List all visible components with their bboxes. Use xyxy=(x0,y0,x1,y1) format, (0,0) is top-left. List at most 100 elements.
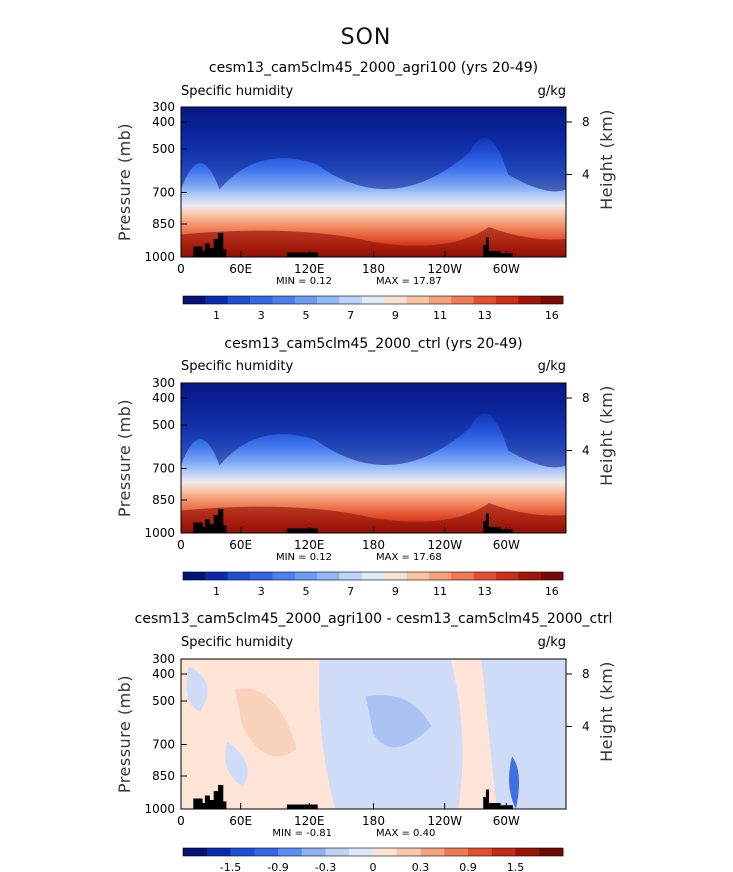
colorbar-tick-label: 9 xyxy=(392,309,399,322)
x-tick-label: 120E xyxy=(294,814,325,828)
y-tick-label: 700 xyxy=(152,738,175,752)
terrain-mask xyxy=(193,233,227,257)
x-tick-label: 60E xyxy=(229,538,252,552)
colorbar-bin xyxy=(205,296,229,304)
dry-upper-layer xyxy=(181,383,566,468)
x-tick-label: 180 xyxy=(362,262,385,276)
colorbar-bin xyxy=(428,572,452,580)
colorbar-bin xyxy=(444,848,469,856)
y-right-tick-label: 8 xyxy=(582,391,590,405)
panel-title: cesm13_cam5clm45_2000_agri100 - cesm13_c… xyxy=(135,611,613,627)
dry-upper-layer xyxy=(181,107,566,192)
colorbar-bin xyxy=(183,296,206,304)
colorbar-bin xyxy=(250,572,273,580)
colorbar-bin xyxy=(183,848,208,856)
colorbar-tick-label: 16 xyxy=(545,309,559,322)
colorbar-bin xyxy=(227,572,251,580)
colorbar-bin xyxy=(361,296,385,304)
y-right-tick-label: 8 xyxy=(582,667,590,681)
colorbar-bin xyxy=(317,296,340,304)
colorbar-bin xyxy=(396,848,421,856)
colorbar-tick-label: 5 xyxy=(302,585,309,598)
colorbar-bin xyxy=(540,572,564,580)
x-tick-label: 120W xyxy=(427,262,462,276)
y-axis-label: Pressure (mb) xyxy=(115,123,134,241)
x-tick-label: 60W xyxy=(493,814,520,828)
colorbar-bin xyxy=(518,572,541,580)
terrain-mask xyxy=(483,789,513,809)
colorbar-bin xyxy=(206,848,231,856)
negative-anomaly-region xyxy=(481,659,566,809)
y-tick-label: 1000 xyxy=(144,526,175,540)
panel-ctrl: cesm13_cam5clm45_2000_ctrl (yrs 20-49) Sp… xyxy=(115,336,616,598)
colorbar-tick-label: 11 xyxy=(433,309,447,322)
x-tick-label: 120W xyxy=(427,814,462,828)
x-tick-label: 60E xyxy=(229,262,252,276)
colorbar-bin xyxy=(272,296,296,304)
y-right-tick-label: 4 xyxy=(582,444,590,458)
y-right-axis-label: Height (km) xyxy=(597,109,616,210)
colorbar-tick-label: 3 xyxy=(258,309,265,322)
colorbar-tick-label: 0 xyxy=(370,861,377,872)
x-tick-label: 60W xyxy=(493,262,520,276)
positive-anomaly-region xyxy=(234,688,297,757)
colorbar-tick-label: 3 xyxy=(258,585,265,598)
colorbar-tick-label: 11 xyxy=(433,585,447,598)
colorbar-bin xyxy=(339,572,363,580)
x-tick-label: 0 xyxy=(177,538,185,552)
variable-label: Specific humidity xyxy=(181,635,293,650)
max-label: MAX = 17.87 xyxy=(376,276,442,287)
colorbar-bin xyxy=(294,296,318,304)
y-tick-label: 500 xyxy=(152,694,175,708)
colorbar-bin xyxy=(491,848,516,856)
y-tick-label: 1000 xyxy=(144,802,175,816)
colorbar-tick-label: 13 xyxy=(478,309,492,322)
colorbar-bin xyxy=(230,848,255,856)
y-tick-label: 850 xyxy=(152,217,175,231)
units-label: g/kg xyxy=(538,84,566,99)
contour-field xyxy=(181,659,566,809)
max-label: MAX = 17.68 xyxy=(376,552,442,563)
colorbar-tick-label: 9 xyxy=(392,585,399,598)
x-tick-label: 180 xyxy=(362,538,385,552)
colorbar-bin xyxy=(451,296,474,304)
x-tick-label: 60W xyxy=(493,538,520,552)
min-label: MIN = 0.12 xyxy=(276,276,332,287)
colorbar-tick-label: 1 xyxy=(213,585,220,598)
panel-difference: cesm13_cam5clm45_2000_agri100 - cesm13_c… xyxy=(115,611,616,872)
colorbar-frame xyxy=(182,295,564,305)
terrain-mask xyxy=(483,513,513,533)
y-right-axis-label: Height (km) xyxy=(597,661,616,762)
colorbar-bin xyxy=(254,848,279,856)
colorbar-bin xyxy=(361,572,385,580)
colorbar-bin xyxy=(339,296,363,304)
units-label: g/kg xyxy=(538,359,566,374)
min-label: MIN = 0.12 xyxy=(276,552,332,563)
colorbar-bin xyxy=(373,848,398,856)
colorbar-tick-label: -0.9 xyxy=(267,861,288,872)
colorbar-bin xyxy=(205,572,229,580)
colorbar-tick-label: 0.9 xyxy=(459,861,477,872)
colorbar-bin xyxy=(301,848,326,856)
colorbar-bin xyxy=(384,572,407,580)
colorbar-bin xyxy=(406,296,430,304)
units-label: g/kg xyxy=(538,635,566,650)
y-tick-label: 400 xyxy=(152,391,175,405)
y-axis-label: Pressure (mb) xyxy=(115,399,134,517)
colorbar-bin xyxy=(495,572,519,580)
panel-agri100: cesm13_cam5clm45_2000_agri100 (yrs 20-49… xyxy=(115,60,616,322)
terrain-mask xyxy=(286,528,318,533)
colorbar-bin xyxy=(317,572,340,580)
y-tick-label: 1000 xyxy=(144,250,175,264)
y-right-tick-label: 4 xyxy=(582,168,590,182)
contour-field xyxy=(181,107,566,257)
colorbar-tick-label: 16 xyxy=(545,585,559,598)
colorbar-bin xyxy=(250,296,273,304)
max-label: MAX = 0.40 xyxy=(376,828,435,839)
colorbar-tick-label: 0.3 xyxy=(412,861,430,872)
colorbar-tick-label: 1.5 xyxy=(507,861,525,872)
min-label: MIN = -0.81 xyxy=(272,828,332,839)
y-tick-label: 300 xyxy=(152,376,175,390)
colorbar-bin xyxy=(473,296,497,304)
